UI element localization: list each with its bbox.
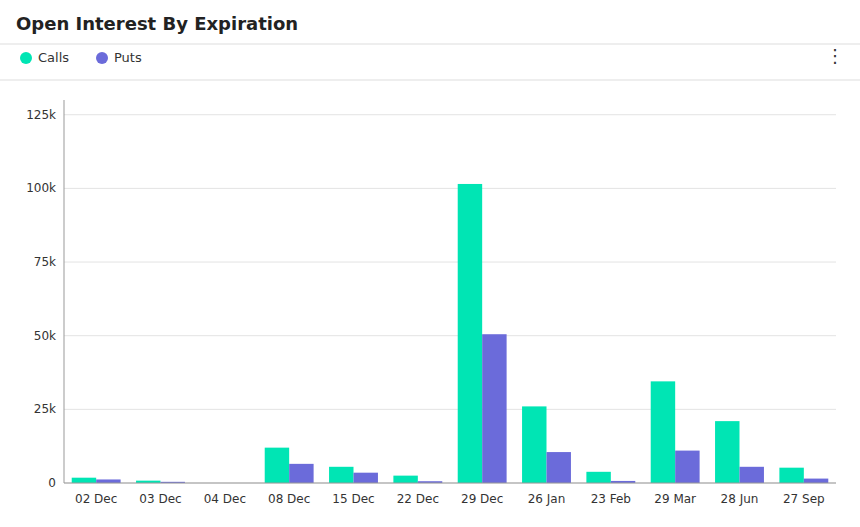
legend-swatch [20, 52, 32, 64]
bar [329, 467, 353, 483]
bar [675, 451, 699, 483]
x-tick-label: 27 Sep [783, 492, 825, 506]
bar [651, 381, 675, 483]
y-tick-label: 75k [34, 255, 56, 269]
bar [96, 479, 120, 483]
x-tick-label: 03 Dec [139, 492, 181, 506]
x-tick-label: 02 Dec [75, 492, 117, 506]
y-tick-label: 125k [26, 108, 56, 122]
grid-line [64, 262, 836, 263]
x-tick-label: 08 Dec [268, 492, 310, 506]
bar [715, 421, 739, 483]
x-tick-label: 26 Jan [528, 492, 566, 506]
separator [0, 44, 860, 45]
legend-label: Puts [114, 50, 142, 65]
grid-line [64, 483, 836, 484]
legend: Calls Puts [20, 50, 142, 65]
grid-line [64, 114, 836, 115]
y-tick-label: 0 [48, 476, 56, 490]
bar [586, 472, 610, 483]
grid-line [64, 188, 836, 189]
legend-swatch [96, 52, 108, 64]
bar [354, 473, 378, 483]
bar [458, 184, 482, 483]
y-tick-label: 50k [34, 329, 56, 343]
x-axis-line [64, 483, 836, 484]
separator [0, 80, 860, 81]
bar [289, 464, 313, 483]
bar [482, 334, 506, 483]
bar [265, 448, 289, 483]
bar [804, 479, 828, 483]
x-tick-label: 22 Dec [397, 492, 439, 506]
grid-line [64, 335, 836, 336]
x-tick-label: 04 Dec [204, 492, 246, 506]
legend-label: Calls [38, 50, 69, 65]
bar [72, 478, 96, 483]
chart: Open Interest By Expiration ⋮ Calls Puts 0 25… [0, 0, 860, 527]
y-tick-label: 25k [34, 402, 56, 416]
x-tick-label: 23 Feb [591, 492, 631, 506]
x-tick-label: 15 Dec [332, 492, 374, 506]
bar [779, 468, 803, 483]
x-tick-label: 29 Dec [461, 492, 503, 506]
y-axis-line [64, 100, 65, 483]
legend-item: Calls [20, 50, 69, 65]
annotation: ⋮ [826, 45, 844, 66]
legend-item: Puts [96, 50, 142, 65]
title: Open Interest By Expiration [16, 13, 298, 34]
y-tick-label: 100k [26, 181, 56, 195]
x-tick-label: 28 Jun [721, 492, 759, 506]
bars [72, 184, 829, 483]
bar [547, 452, 571, 483]
bar [522, 406, 546, 483]
x-tick-label: 29 Mar [654, 492, 696, 506]
grid-line [64, 409, 836, 410]
bar [740, 467, 764, 483]
bar [393, 476, 417, 483]
